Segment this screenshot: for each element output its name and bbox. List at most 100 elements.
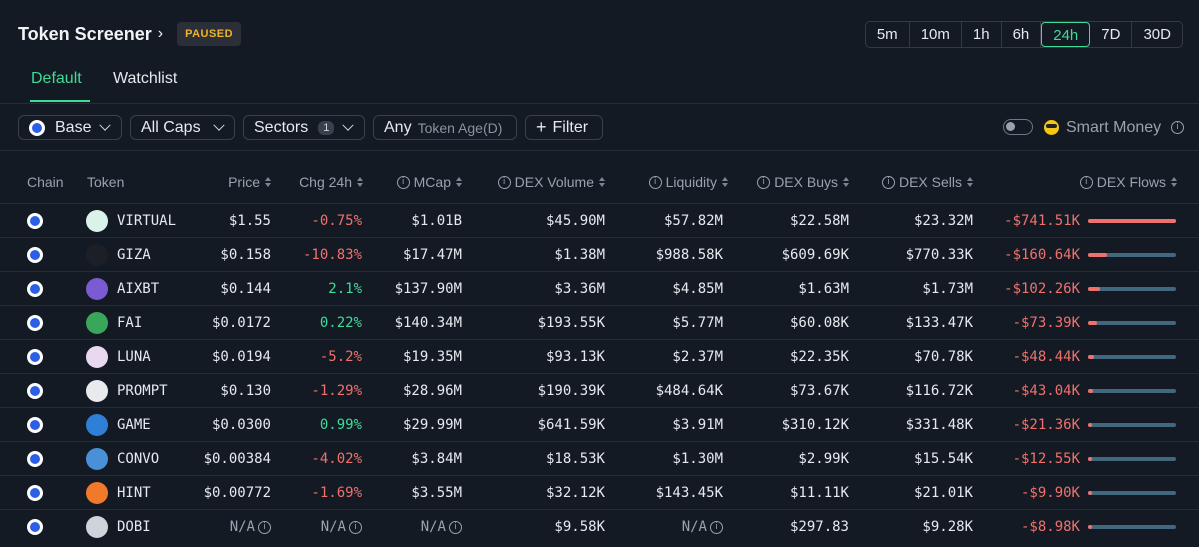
flow-bar [1088,423,1176,427]
cell-liquidity: $4.85M [672,281,723,297]
token-name[interactable]: VIRTUAL [117,213,177,229]
info-icon[interactable]: i [710,520,723,534]
token-name[interactable]: CONVO [117,451,160,467]
table-row[interactable]: AIXBT $0.144 2.1% $137.90M $3.36M $4.85M $1.63… [0,271,1199,306]
cell-flows: -$43.04K [1012,383,1080,399]
table-row[interactable]: HINT $0.00772 -1.69% $3.55M $32.12K $143.45K $… [0,475,1199,510]
token-name[interactable]: AIXBT [117,281,160,297]
col-token: Token [87,174,125,190]
cell-mcap: $17.47M [402,247,462,263]
token-name[interactable]: PROMPT [117,383,168,399]
table-row[interactable]: VIRTUAL $1.55 -0.75% $1.01B $45.90M $57.82M $2… [0,203,1199,238]
chevron-right-icon[interactable]: › [157,25,164,42]
token-logo-icon [86,448,108,470]
table-row[interactable]: PROMPT $0.130 -1.29% $28.96M $190.39K $484.64… [0,373,1199,408]
header: Token Screener › PAUSED [18,20,242,48]
cell-chg: -0.75% [311,213,362,229]
cell-price: $0.144 [220,281,271,297]
table-row[interactable]: GIZA $0.158 -10.83% $17.47M $1.38M $988.58K $6… [0,237,1199,272]
flow-bar-fill [1088,253,1107,257]
cell-liquidity: $3.91M [672,417,723,433]
info-icon: i [881,175,895,189]
base-chain-icon [27,485,43,501]
token-name[interactable]: GIZA [117,247,151,263]
chain-select[interactable]: Base [18,115,122,140]
cell-volume: $93.13K [545,349,605,365]
flow-bar-fill [1088,457,1092,461]
timeframe-1h[interactable]: 1h [962,22,1002,47]
na-value: N/A [420,519,446,535]
na-value: N/A [320,519,346,535]
sunglasses-icon [1044,120,1059,135]
cell-mcap: $3.55M [411,485,462,501]
cell-sells: $23.32M [913,213,973,229]
info-icon[interactable]: i [1171,121,1184,134]
sort-icon [1171,177,1177,187]
token-name[interactable]: LUNA [117,349,151,365]
token-name[interactable]: DOBI [117,519,151,535]
cell-liquidity: $5.77M [672,315,723,331]
timeframe-24h[interactable]: 24h [1041,22,1091,47]
tab-default[interactable]: Default [31,70,82,87]
cell-price: $1.55 [228,213,271,229]
col-price[interactable]: Price [228,174,271,190]
cell-sells: $21.01K [913,485,973,501]
cell-flows: -$12.55K [1012,451,1080,467]
cell-sells: $133.47K [905,315,973,331]
col-liquidity[interactable]: i Liquidity [648,174,728,190]
sort-icon [357,177,363,187]
timeframe-10m[interactable]: 10m [910,22,962,47]
cell-price: $0.130 [220,383,271,399]
token-name[interactable]: HINT [117,485,151,501]
token-logo-icon [86,414,108,436]
tab-watchlist[interactable]: Watchlist [113,70,178,87]
col-volume[interactable]: i DEX Volume [497,174,605,190]
filter-button[interactable]: + Filter [525,115,603,140]
flow-bar-fill [1088,525,1092,529]
token-age-input[interactable]: Any Token Age(D) [373,115,517,140]
cell-price: $0.0194 [211,349,271,365]
active-tab-indicator [30,100,90,102]
cell-buys: $11.11K [789,485,849,501]
table-row[interactable]: GAME $0.0300 0.99% $29.99M $641.59K $3.91M $31… [0,407,1199,442]
token-logo-icon [86,210,108,232]
base-chain-icon [27,519,43,535]
sort-icon [843,177,849,187]
info-icon[interactable]: i [258,520,271,534]
info-icon[interactable]: i [349,520,362,534]
token-logo-icon [86,346,108,368]
table-row[interactable]: LUNA $0.0194 -5.2% $19.35M $93.13K $2.37M $22.… [0,339,1199,374]
sectors-select[interactable]: Sectors 1 [243,115,365,140]
table-row[interactable]: CONVO $0.00384 -4.02% $3.84M $18.53K $1.30M $2… [0,441,1199,476]
token-name[interactable]: GAME [117,417,151,433]
smart-money-toggle[interactable] [1003,119,1033,135]
col-sells[interactable]: i DEX Sells [881,174,973,190]
table-row[interactable]: DOBI N/A i N/A i N/A i $9.58K N/A i $297.83 $9.28K -… [0,509,1199,544]
flow-bar [1088,491,1176,495]
chevron-down-icon [342,119,355,131]
col-buys[interactable]: i DEX Buys [757,174,849,190]
token-name[interactable]: FAI [117,315,143,331]
col-volume-label: DEX Volume [514,174,594,190]
timeframe-6h[interactable]: 6h [1002,22,1042,47]
flow-bar [1088,321,1176,325]
timeframe-5m[interactable]: 5m [866,22,910,47]
sort-icon [265,177,271,187]
cell-buys: $1.63M [798,281,849,297]
caps-select[interactable]: All Caps [130,115,235,140]
cell-sells: $116.72K [905,383,973,399]
cell-flows: -$48.44K [1012,349,1080,365]
timeframe-30d[interactable]: 30D [1143,26,1171,43]
chevron-down-icon [99,119,112,131]
col-flows[interactable]: i DEX Flows [1079,174,1177,190]
base-chain-icon [27,349,43,365]
col-mcap[interactable]: i MCap [396,174,462,190]
na-value: N/A [229,519,255,535]
timeframe-7d[interactable]: 7D [1090,22,1133,47]
info-icon[interactable]: i [449,520,462,534]
base-chain-icon [27,451,43,467]
cell-price: $0.0300 [211,417,271,433]
table-row[interactable]: FAI $0.0172 0.22% $140.34M $193.55K $5.77M $60… [0,305,1199,340]
cell-buys: $2.99K [798,451,849,467]
col-chg[interactable]: Chg 24h [299,174,363,190]
